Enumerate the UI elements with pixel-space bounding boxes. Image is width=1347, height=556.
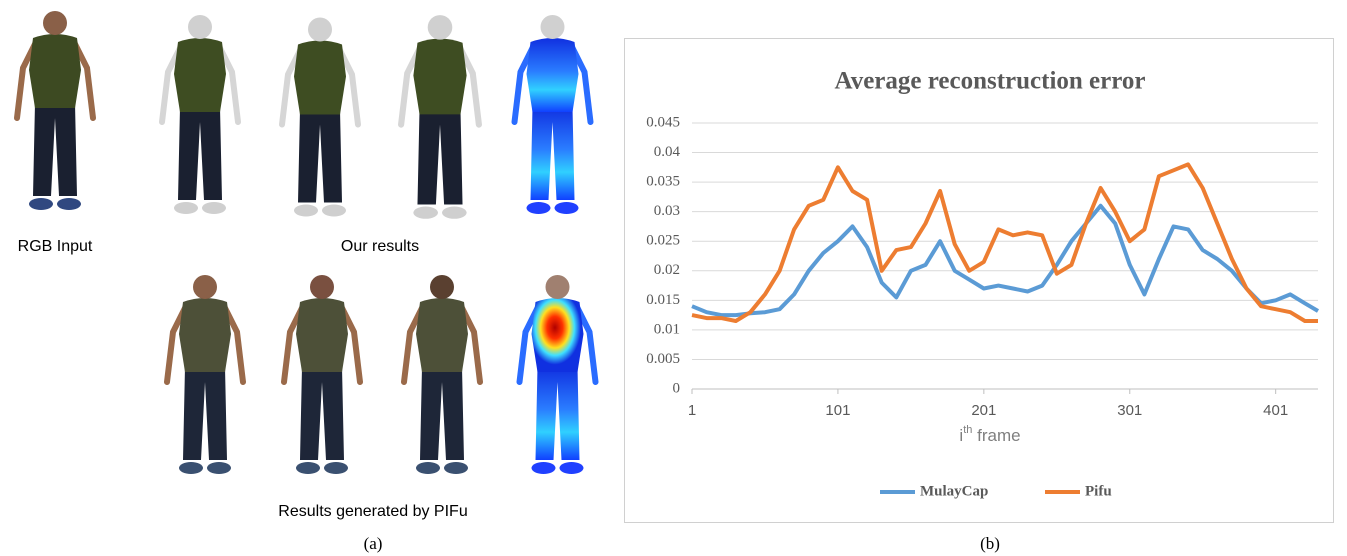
x-label-part: frame (972, 426, 1020, 445)
x-tick-label: 1 (688, 402, 696, 419)
y-tick-label: 0.045 (646, 114, 680, 130)
x-tick-label: 301 (1117, 402, 1142, 419)
chart-frame (625, 39, 1334, 523)
y-tick-label: 0.04 (654, 144, 681, 160)
y-tick-label: 0.005 (646, 351, 680, 367)
x-tick-label: 401 (1263, 402, 1288, 419)
y-tick-label: 0.01 (654, 321, 680, 337)
figure: RGB Input Our results Results generated … (0, 0, 1347, 556)
caption: (b) (980, 534, 1000, 553)
y-tick-label: 0 (673, 380, 681, 396)
figure-images (17, 11, 596, 474)
y-tick-label: 0.035 (646, 174, 680, 190)
x-tick-label: 201 (971, 402, 996, 419)
legend-label: Pifu (1085, 483, 1112, 499)
y-tick-label: 0.015 (646, 292, 680, 308)
label: RGB Input (18, 238, 93, 255)
y-tick-label: 0.03 (654, 203, 680, 219)
x-tick-label: 101 (825, 402, 850, 419)
label: Our results (341, 238, 419, 255)
caption: (a) (364, 534, 383, 553)
y-tick-label: 0.025 (646, 233, 680, 249)
y-tick-label: 0.02 (654, 262, 680, 278)
chart-title: Average reconstruction error (835, 68, 1146, 95)
legend-label: MulayCap (920, 483, 988, 499)
x-label-sup: th (963, 424, 972, 436)
label: Results generated by PIFu (278, 503, 467, 520)
